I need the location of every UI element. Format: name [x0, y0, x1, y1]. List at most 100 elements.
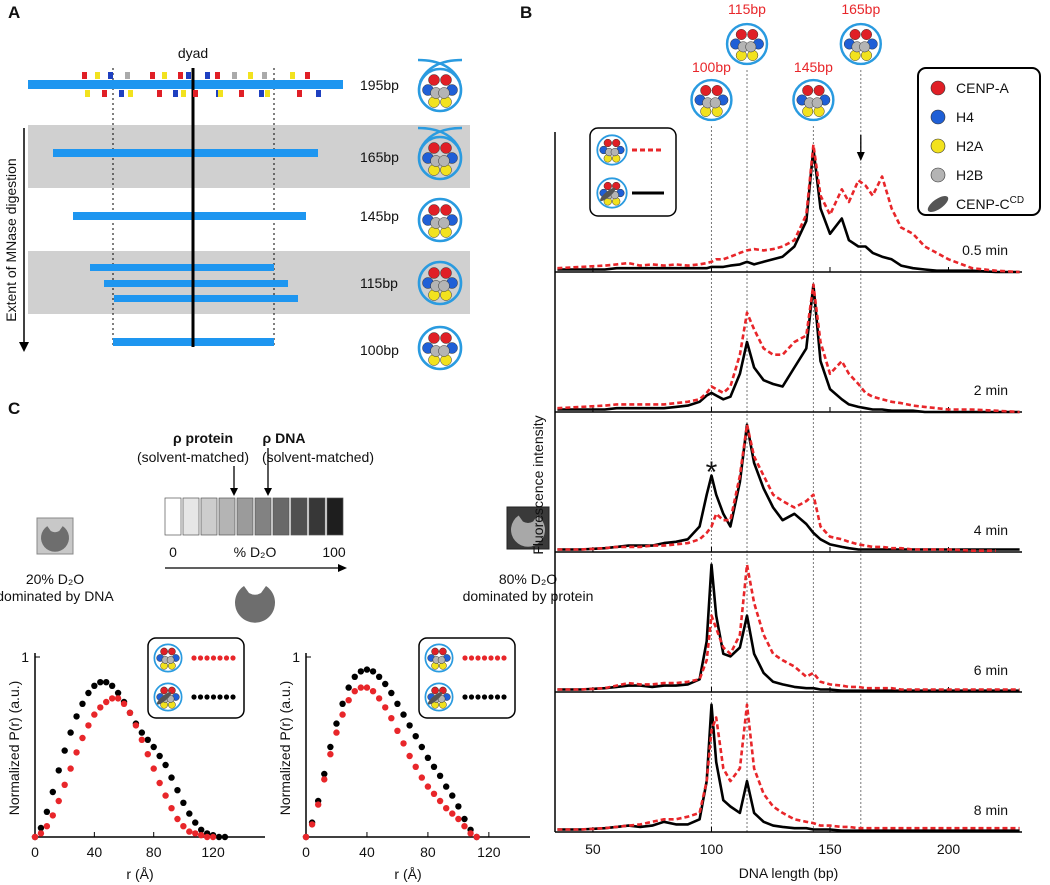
sequence-tick [162, 72, 167, 79]
legend-dot [230, 694, 236, 700]
x-axis-label: r (Å) [394, 866, 421, 882]
arrow-head [19, 342, 29, 352]
data-point [412, 763, 419, 770]
legend-label: H4 [956, 109, 974, 125]
nucleosome-icon [596, 177, 628, 209]
fragment-label: 115bp [360, 275, 398, 291]
histone [747, 29, 759, 40]
x-tick-label: 40 [359, 844, 375, 860]
particle-icon [41, 526, 69, 552]
data-point [180, 823, 187, 830]
nucleosome-icon [424, 682, 454, 712]
panel-label: A [8, 3, 20, 22]
data-point [91, 711, 98, 718]
legend-dot [210, 694, 217, 700]
data-point [192, 819, 199, 826]
trace [557, 143, 1020, 274]
cenp-c [156, 692, 172, 705]
dna-end [418, 126, 463, 151]
data-point [138, 729, 146, 736]
data-point [339, 700, 346, 707]
particle-icon [234, 586, 275, 623]
arrow-head [264, 488, 272, 496]
data-point [375, 673, 383, 680]
x-tick-label: 0 [31, 844, 39, 860]
histone [439, 647, 447, 656]
dna-end [418, 58, 463, 83]
time-label: 4 min [974, 522, 1008, 538]
data-point [79, 700, 86, 707]
legend-dot [204, 655, 210, 661]
data-point [203, 833, 211, 841]
dna-bar [104, 280, 288, 287]
histone [612, 138, 621, 148]
x-tick-label: 120 [477, 844, 501, 860]
dna-wrap [792, 78, 835, 122]
histone [428, 74, 440, 86]
data-point [120, 700, 128, 707]
data-point [168, 774, 175, 781]
data-point [85, 689, 92, 697]
data-point [442, 805, 450, 812]
legend-box [917, 67, 1041, 216]
trace [557, 703, 1020, 831]
sequence-tick [248, 72, 253, 79]
legend-sup: CD [1010, 195, 1024, 206]
data-point [308, 821, 316, 828]
trace [557, 147, 1020, 274]
data-point [382, 680, 389, 688]
arrow-head [338, 564, 347, 572]
dna-wrap [417, 260, 463, 306]
sequence-tick [95, 72, 100, 79]
sequence-tick [205, 72, 210, 79]
data-point [31, 833, 39, 841]
fragment-label: 195bp [360, 77, 399, 93]
legend-dot [475, 694, 481, 700]
data-point [442, 783, 450, 790]
data-point [150, 765, 157, 772]
histone [438, 155, 450, 167]
data-point [108, 695, 116, 702]
scale-unit: % D₂O [234, 544, 277, 560]
data-point [455, 815, 462, 823]
data-point [97, 679, 104, 686]
data-point [369, 668, 377, 675]
gradient-box [290, 497, 308, 536]
dna-wrap [596, 134, 628, 166]
data-point [400, 740, 407, 747]
data-point [363, 684, 371, 691]
data-point [327, 743, 334, 751]
data-point [37, 830, 45, 837]
x-tick-label: 50 [585, 841, 601, 857]
legend-dot [501, 655, 507, 661]
data-point [436, 772, 444, 779]
data-point [455, 803, 462, 810]
histone [849, 29, 861, 40]
histone [813, 85, 825, 96]
legend-dot [230, 655, 236, 661]
data-point [162, 792, 169, 799]
nucleosome-icon [417, 260, 463, 306]
legend-dot [191, 655, 197, 661]
data-point [85, 722, 92, 729]
dna-wrap [153, 682, 183, 712]
data-point [449, 792, 456, 799]
data-point [43, 823, 51, 830]
data-point [351, 673, 358, 680]
data-point [357, 684, 365, 691]
legend-swatch [930, 80, 946, 96]
legend-swatch [930, 109, 946, 125]
data-point [103, 698, 110, 706]
data-point [61, 747, 68, 754]
sequence-tick [193, 90, 198, 97]
nucleosome-icon [417, 126, 463, 181]
gradient-box [182, 497, 200, 536]
sequence-tick [85, 90, 90, 97]
marker-label: 165bp [841, 1, 880, 17]
legend-dot [204, 694, 210, 700]
sequence-tick [215, 72, 220, 79]
data-point [424, 783, 432, 790]
dna-wrap [417, 67, 463, 113]
annotation: * [706, 456, 718, 489]
